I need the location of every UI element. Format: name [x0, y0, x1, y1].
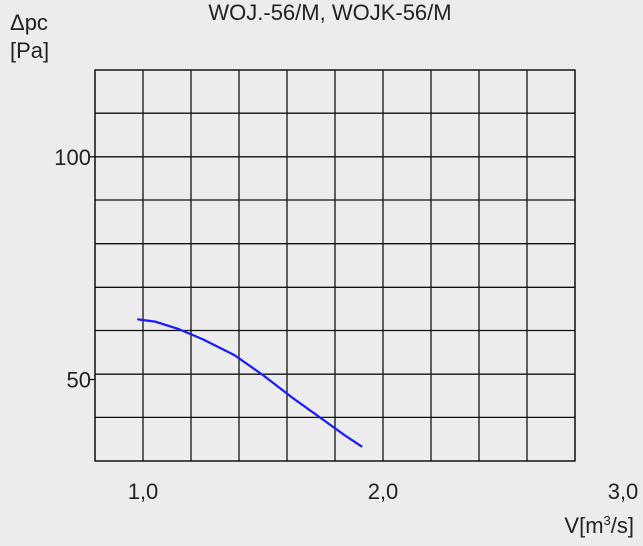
grid-lines — [94, 69, 576, 462]
x-axis-label-symbol: V[m — [564, 513, 603, 538]
x-tick-label: 3,0 — [608, 479, 639, 504]
x-axis-label-superscript: 3 — [604, 513, 611, 528]
y-axis-label-unit: [Pa] — [10, 38, 49, 63]
chart-title: WOJ.-56/M, WOJK-56/M — [208, 0, 451, 25]
y-tick-label: 50 — [67, 368, 91, 393]
series-layer — [137, 318, 363, 448]
x-tick-label: 2,0 — [368, 479, 399, 504]
x-tick-label: 1,0 — [128, 479, 159, 504]
tick-labels: 100 50 1,0 2,0 3,0 — [54, 145, 638, 504]
x-axis-label: V[m3/s] — [564, 513, 634, 538]
y-tick-label: 100 — [54, 145, 91, 170]
plot-frame — [94, 69, 576, 462]
y-axis-label-symbol: Δpc — [10, 10, 48, 35]
x-axis-label-rest: /s] — [611, 513, 634, 538]
series-line — [137, 318, 363, 448]
